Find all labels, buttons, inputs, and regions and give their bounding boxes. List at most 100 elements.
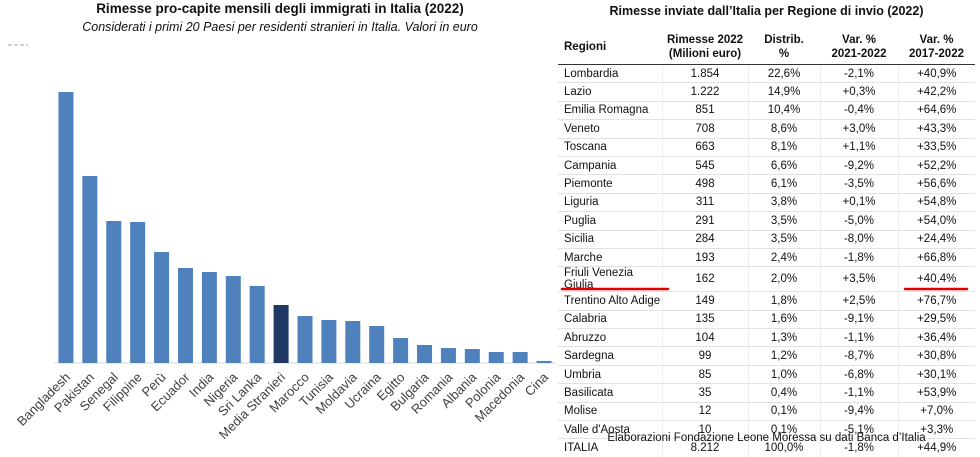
table-row: Lazio 1.222 14,9% +0,3% +42,2%: [558, 82, 975, 102]
table-cell: +64,6%: [897, 101, 975, 121]
table-cell: -9,1%: [819, 310, 898, 330]
header-row: Regioni Rimesse 2022 (Milioni euro) Distri…: [558, 30, 975, 65]
table-cell: +76,7%: [897, 291, 975, 311]
table-title: Rimesse inviate dall’Italia per Regione …: [609, 4, 924, 18]
table-row: Veneto 708 8,6% +3,0% +43,3%: [558, 119, 975, 139]
table-cell: Molise: [558, 402, 662, 422]
table-row: Lombardia 1.854 22,6% -2,1% +40,9%: [558, 64, 975, 84]
table-cell: +24,4%: [897, 230, 975, 249]
table-cell: 284: [661, 230, 748, 249]
table-cell: +40,9%: [897, 64, 975, 84]
table-cell: -5,0%: [819, 211, 898, 231]
table-cell: 311: [661, 193, 748, 213]
table-cell: -9,2%: [819, 156, 898, 176]
bar: [536, 361, 552, 363]
table-cell: +54,0%: [897, 211, 975, 231]
table-row: Basilicata 35 0,4% -1,1% +53,9%: [558, 383, 975, 403]
table-cell: 1,2%: [747, 346, 820, 366]
table-cell: 8,6%: [747, 119, 820, 139]
table-cell: 99: [661, 346, 748, 366]
table-cell: 851: [661, 101, 748, 121]
column-header: Regioni: [558, 30, 662, 65]
footnote: Elaborazioni Fondazione Leone Moressa su…: [607, 432, 926, 444]
table: Regioni Rimesse 2022 (Milioni euro) Distri…: [558, 30, 975, 457]
table-cell: Piemonte: [558, 174, 662, 194]
table-cell: 1.222: [661, 82, 748, 102]
table-row: Liguria 311 3,8% +0,1% +54,8%: [558, 193, 975, 213]
table-cell: 162: [661, 266, 748, 293]
bar: [464, 349, 480, 363]
table-cell: 10,4%: [747, 101, 820, 121]
table-cell: 708: [661, 119, 748, 139]
table-row: Sardegna 99 1,2% -8,7% +30,8%: [558, 346, 975, 366]
table-cell: +40,4%: [897, 266, 975, 293]
column-header: Var. % 2021-2022: [820, 30, 898, 65]
bar: [345, 321, 361, 363]
table-cell: +0,1%: [819, 193, 898, 213]
table-cell: Basilicata: [558, 383, 662, 403]
table-cell: 1,3%: [747, 328, 820, 348]
bar: [417, 345, 433, 363]
bar: [249, 286, 265, 363]
table-row: Valle d'Aosta 10 0,1% -5,1% +3,3%: [558, 420, 975, 440]
table-cell: -1,1%: [819, 383, 898, 403]
bar: [369, 326, 385, 363]
table-cell: +54,8%: [897, 193, 975, 213]
column-header: Distrib. %: [748, 30, 820, 65]
table-cell: 35: [661, 383, 748, 403]
table-cell: 545: [661, 156, 748, 176]
table-cell: 3,5%: [747, 211, 820, 231]
table-cell: +1,1%: [819, 138, 898, 157]
bar-chart: Rimesse pro-capite mensili degli immigra…: [8, 1, 556, 442]
table-row: Piemonte 498 6,1% -3,5% +56,6%: [558, 174, 975, 194]
table-cell: Lazio: [558, 82, 662, 102]
table-cell: +3,3%: [897, 420, 975, 440]
bar: [154, 252, 170, 363]
table-cell: Trentino Alto Adige: [558, 291, 662, 311]
table-cell: 1.854: [661, 64, 748, 84]
bar: [297, 316, 313, 363]
table-cell: Marche: [558, 248, 662, 268]
table-row: Friuli Venezia Giulia 162 2,0% +3,5% +40,4%: [558, 266, 975, 293]
table-cell: +33,5%: [897, 138, 975, 157]
table-cell: -3,5%: [819, 174, 898, 194]
table-cell: +30,1%: [897, 365, 975, 385]
table-cell: 10: [661, 420, 748, 440]
bar: [273, 305, 289, 363]
table-cell: +30,8%: [897, 346, 975, 366]
table-cell: Sardegna: [558, 346, 662, 366]
table-cell: +52,2%: [897, 156, 975, 176]
table-cell: 22,6%: [747, 64, 820, 84]
table-cell: +0,3%: [819, 82, 898, 102]
chart-title: Rimesse pro-capite mensili degli immigra…: [96, 1, 464, 16]
table-cell: 6,6%: [747, 156, 820, 176]
table-row: Umbria 85 1,0% -6,8% +30,1%: [558, 365, 975, 385]
table-cell: 2,4%: [747, 248, 820, 268]
table-cell: -9,4%: [819, 402, 898, 422]
table-cell: Lombardia: [558, 64, 662, 84]
table-cell: +36,4%: [897, 328, 975, 348]
table-cell: -1,1%: [819, 328, 898, 348]
table-cell: +3,5%: [819, 266, 898, 293]
table-cell: Friuli Venezia Giulia: [558, 266, 662, 293]
table-row: Marche 193 2,4% -1,8% +66,8%: [558, 248, 975, 268]
table-cell: 135: [661, 310, 748, 330]
table-cell: +56,6%: [897, 174, 975, 194]
table-cell: 1,8%: [747, 291, 820, 311]
bar: [225, 276, 241, 363]
table-cell: +3,0%: [819, 119, 898, 139]
bar: [512, 352, 528, 363]
bar: [58, 92, 74, 363]
table-cell: 193: [661, 248, 748, 268]
table-cell: 0,4%: [747, 383, 820, 403]
table-row: Sicilia 284 3,5% -8,0% +24,4%: [558, 230, 975, 249]
table-row: Calabria 135 1,6% -9,1% +29,5%: [558, 310, 975, 330]
column-header: Rimesse 2022 (Milioni euro): [662, 30, 748, 65]
table-cell: 0,1%: [747, 402, 820, 422]
table-row: Campania 545 6,6% -9,2% +52,2%: [558, 156, 975, 176]
bar: [201, 272, 217, 363]
table-cell: +2,5%: [819, 291, 898, 311]
table-cell: 3,5%: [747, 230, 820, 249]
table-cell: +53,9%: [897, 383, 975, 403]
